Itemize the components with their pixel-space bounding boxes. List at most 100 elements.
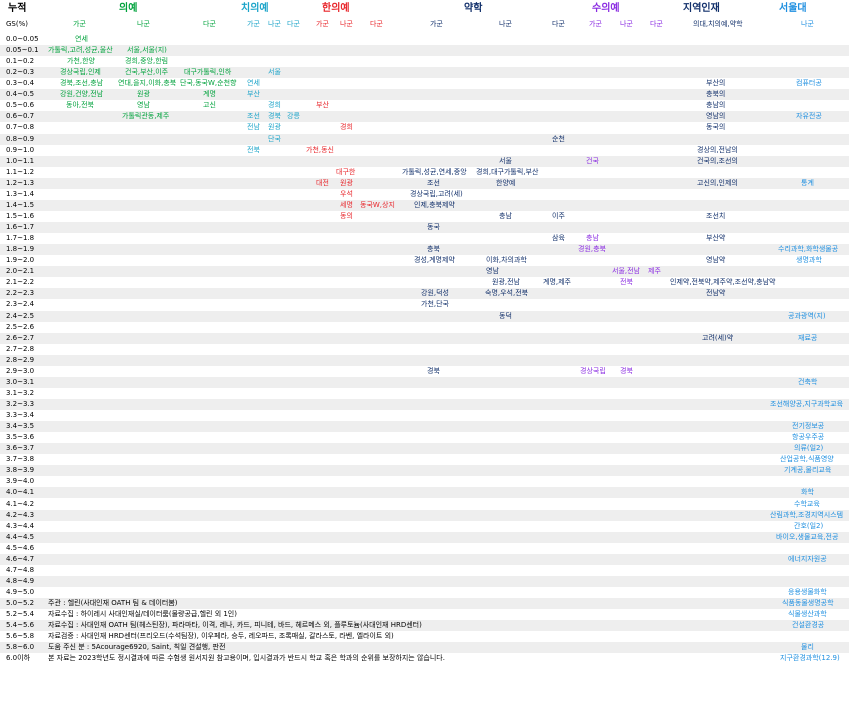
table-cell: 식물생산과학 xyxy=(788,610,827,619)
row-label: 0.2~0.3 xyxy=(6,68,35,77)
table-cell: 산림과학,조경지역시스템 xyxy=(770,510,844,519)
table-cell: 고려(세)약 xyxy=(702,333,734,342)
row-label: 2.8~2.9 xyxy=(6,355,35,364)
table-cell: 연세 xyxy=(75,35,88,43)
row-label: 4.4~4.5 xyxy=(6,532,35,541)
row-label: 1.2~1.3 xyxy=(6,178,35,187)
row-label: 5.0~5.2 xyxy=(6,599,35,608)
row-label: 4.0~4.1 xyxy=(6,488,35,497)
sub-header: 다군 xyxy=(203,20,216,28)
row-band xyxy=(0,155,849,167)
row-label: 3.7~3.8 xyxy=(6,455,35,464)
table-cell: 단국 xyxy=(268,134,281,143)
sub-header: 가군 xyxy=(589,20,602,28)
table-cell: 영남약 xyxy=(706,256,726,265)
table-cell: 컴퓨터공 xyxy=(796,79,822,88)
table-cell: 지구환경과학(12.9) xyxy=(780,654,840,663)
table-cell: 가천,단국 xyxy=(421,300,449,309)
table-cell: 통계 xyxy=(801,178,814,187)
sub-header: 나군 xyxy=(499,20,512,28)
table-cell: 경희,대구가톨릭,부산 xyxy=(476,167,539,176)
table-cell: 삼육 xyxy=(552,234,565,243)
footer-note: 주관 : 헬린(사대인재 OATH 팀 & 데이터봄) xyxy=(48,599,178,608)
row-band xyxy=(0,266,849,278)
row-label: 2.2~2.3 xyxy=(6,289,35,298)
table-cell: 강릉 xyxy=(287,112,300,121)
footer-note: 자료수집 : 하이레시 사대인재실/데이터룸(물량공급,헬린 외 1인) xyxy=(48,610,237,619)
row-label: 6.0이하 xyxy=(6,654,31,663)
table-cell: 조선치 xyxy=(706,211,726,220)
row-band xyxy=(0,45,849,57)
table-cell: 전북 xyxy=(247,145,260,154)
table-cell: 조선해양공,지구과학교육 xyxy=(770,399,844,408)
table-cell: 경희 xyxy=(268,101,281,110)
table-cell: 동덕 xyxy=(499,311,512,320)
table-cell: 조선 xyxy=(427,178,440,187)
row-label: 0.8~0.9 xyxy=(6,134,35,143)
table-cell: 원광 xyxy=(268,123,281,132)
row-band xyxy=(0,531,849,543)
row-band xyxy=(0,288,849,300)
table-cell: 생명과학 xyxy=(796,256,822,265)
table-cell: 부산의 xyxy=(706,79,726,88)
row-band xyxy=(0,443,849,455)
table-cell: 건설환경공 xyxy=(792,621,825,630)
table-cell: 동의 xyxy=(340,211,353,220)
table-cell: 건축학 xyxy=(798,377,818,386)
row-label: 2.0~2.1 xyxy=(6,267,35,276)
row-label: 0.6~0.7 xyxy=(6,112,35,121)
table-cell: 재료공 xyxy=(798,333,818,342)
row-band xyxy=(0,244,849,256)
table-cell: 물리 xyxy=(801,643,814,652)
row-label: 3.0~3.1 xyxy=(6,377,35,386)
table-cell: 수리과학,화학생물공 xyxy=(778,245,839,254)
row-label: 3.2~3.3 xyxy=(6,399,35,408)
row-label: 1.3~1.4 xyxy=(6,189,35,198)
table-cell: 이화,차의과학 xyxy=(486,256,527,265)
corner-subtitle: GS(%) xyxy=(6,20,28,28)
table-cell: 건국의,조선의 xyxy=(697,156,738,165)
table-cell: 수학교육 xyxy=(794,499,820,508)
table-cell: 전기정보공 xyxy=(792,422,825,431)
group-header: 의예 xyxy=(119,3,138,14)
row-label: 5.4~5.6 xyxy=(6,621,35,630)
row-label: 1.4~1.5 xyxy=(6,200,35,209)
row-label: 1.5~1.6 xyxy=(6,211,35,220)
table-cell: 영남 xyxy=(137,101,150,110)
sub-header: 다군 xyxy=(287,20,300,28)
row-label: 0.0~0.05 xyxy=(6,35,39,43)
table-cell: 부산 xyxy=(316,101,329,110)
footer-note: 자료검증 : 사대인재 HRD센터(프리오드(수석팀장), 이우페라, 승두, … xyxy=(48,632,394,641)
table-cell: 원광,전남 xyxy=(492,278,520,287)
row-band xyxy=(0,642,849,654)
row-label: 2.5~2.6 xyxy=(6,322,35,331)
row-label: 0.1~0.2 xyxy=(6,57,35,66)
table-cell: 이주 xyxy=(552,211,565,220)
table-cell: 원광 xyxy=(137,90,150,99)
row-label: 3.8~3.9 xyxy=(6,466,35,475)
table-cell: 건국,부산,이주 xyxy=(125,68,169,77)
table-cell: 부산약 xyxy=(706,234,726,243)
row-label: 0.3~0.4 xyxy=(6,79,35,88)
row-band xyxy=(0,465,849,477)
row-label: 2.7~2.8 xyxy=(6,344,35,353)
sub-header: 나군 xyxy=(137,20,150,28)
table-cell: 원광 xyxy=(340,178,353,187)
sub-header: 가군 xyxy=(247,20,260,28)
group-header: 서울대 xyxy=(779,3,807,14)
row-label: 4.5~4.6 xyxy=(6,543,35,552)
row-label: 2.3~2.4 xyxy=(6,300,35,309)
table-cell: 충북 xyxy=(427,245,440,254)
table-cell: 가톨릭,성균,연세,중앙 xyxy=(402,167,467,176)
row-band xyxy=(0,487,849,499)
sub-header: 가군 xyxy=(316,20,329,28)
row-label: 2.4~2.5 xyxy=(6,311,35,320)
row-label: 4.3~4.4 xyxy=(6,521,35,530)
row-label: 0.05~0.1 xyxy=(6,46,39,55)
table-cell: 전남약 xyxy=(706,289,726,298)
table-cell: 공과광역(지) xyxy=(788,311,826,320)
table-cell: 경북 xyxy=(427,366,440,375)
table-cell: 자유전공 xyxy=(796,112,822,121)
table-cell: 경희,중앙,한림 xyxy=(125,57,169,66)
table-cell: 인제약,전북약,제주약,조선약,충남약 xyxy=(670,278,776,287)
